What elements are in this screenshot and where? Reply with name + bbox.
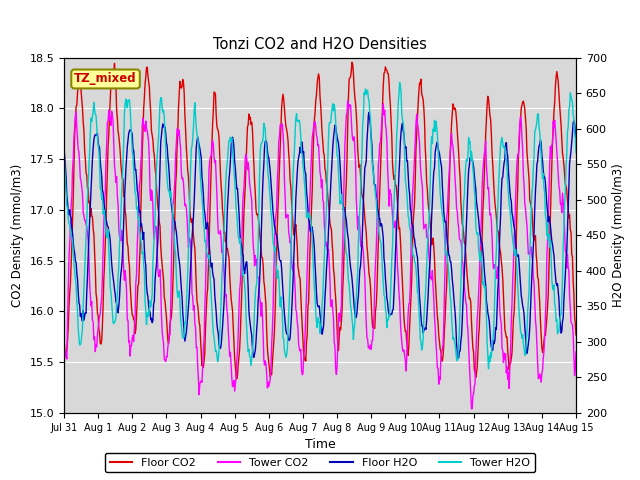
Text: TZ_mixed: TZ_mixed (74, 72, 137, 85)
Legend: Floor CO2, Tower CO2, Floor H2O, Tower H2O: Floor CO2, Tower CO2, Floor H2O, Tower H… (105, 453, 535, 472)
Y-axis label: H2O Density (mmol/m3): H2O Density (mmol/m3) (612, 163, 625, 307)
Title: Tonzi CO2 and H2O Densities: Tonzi CO2 and H2O Densities (213, 37, 427, 52)
X-axis label: Time: Time (305, 438, 335, 451)
Y-axis label: CO2 Density (mmol/m3): CO2 Density (mmol/m3) (11, 164, 24, 307)
